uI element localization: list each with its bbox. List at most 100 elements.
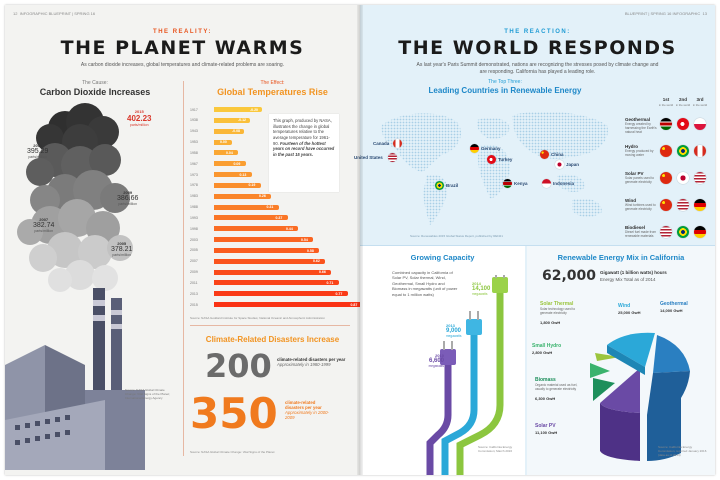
right-page: BLUEPRINT | SPRING 16 INFOGRAPHIC 13 THE… xyxy=(354,5,715,475)
category-desc: Energy created by harnessing the Earth's… xyxy=(625,122,657,134)
mix-segment-desc: Solar technology used to generate electr… xyxy=(540,307,576,315)
temp-year-label: 2015 xyxy=(190,302,198,307)
temps-source: Source: NASA Goddard Institute for Space… xyxy=(190,316,325,320)
column-divider xyxy=(183,81,184,456)
flag-turkey-icon xyxy=(487,155,496,164)
co2-title: Carbon Dioxide Increases xyxy=(39,87,151,97)
mix-segment-name: Solar Thermal xyxy=(540,301,574,307)
rank-subheader: in the world xyxy=(675,103,691,107)
flag-usa-icon xyxy=(388,153,397,162)
pie-slice-small-hydro xyxy=(590,363,610,378)
plug-cable-2014 xyxy=(456,275,508,475)
section-rule xyxy=(190,325,350,326)
disasters-period: Approximately in 1980-1999 xyxy=(277,362,331,367)
capacity-2014: 2014 14,100 megawatts xyxy=(472,281,490,296)
temp-bar xyxy=(214,302,363,308)
temp-bar-value: 0.00 xyxy=(220,140,227,145)
flag-de-icon xyxy=(694,199,706,211)
temp-bar-value: 0.54 xyxy=(301,237,308,242)
smoke-clouds xyxy=(17,103,133,292)
country-label: Brazil xyxy=(446,183,459,188)
country-label: Turkey xyxy=(498,157,513,162)
co2-callout-2007: 2007 382.74 parts/million xyxy=(33,217,54,233)
right-title: THE WORLD RESPONDS xyxy=(398,37,677,59)
country-label: Japan xyxy=(566,162,580,167)
temp-bar-value: 0.26 xyxy=(259,194,266,199)
temp-bar xyxy=(214,204,279,210)
capacity-year: 2010 xyxy=(435,353,444,358)
temp-bar xyxy=(214,215,288,221)
pie-slice-biomass xyxy=(593,378,615,401)
flag-us-icon xyxy=(677,199,689,211)
energy-mix-pie xyxy=(590,332,690,461)
co2-year: 2009 xyxy=(123,190,133,195)
flag-jp-icon xyxy=(677,172,689,184)
category-name: Geothermal xyxy=(625,117,651,122)
plug-cable-2013 xyxy=(441,311,482,475)
disasters-label-text: climate-related disasters per year xyxy=(277,357,346,362)
temp-year-label: 1917 xyxy=(190,107,198,112)
section-rule xyxy=(360,245,715,246)
flag-brazil-icon xyxy=(435,181,444,190)
left-kicker: THE REALITY: xyxy=(153,29,212,35)
capacity-unit: megawatts xyxy=(472,292,488,296)
leaders-kicker: The Top Three: xyxy=(488,79,522,85)
mix-title: Renewable Energy Mix in California xyxy=(557,253,685,262)
country-label: United States xyxy=(354,155,383,160)
temps-note-italic: Fourteen of the hottest years on record … xyxy=(273,140,335,158)
temp-bar-value: 0.71 xyxy=(326,281,334,286)
flag-cn-icon xyxy=(660,145,672,157)
leaders-source: Source: Renewables 2015 Global Status Re… xyxy=(410,234,503,238)
co2-source: Source: NASA Global Climate Change: Vita… xyxy=(125,388,170,400)
co2-callout-2013: 2013 395.29 parts/million xyxy=(27,143,48,159)
temps-note-text: This graph, produced by NASA, illustrate… xyxy=(273,118,332,146)
capacity-unit: megawatts xyxy=(428,364,444,368)
temp-year-label: 1953 xyxy=(190,140,198,145)
disasters-source: Source: NASA Global Climate Change: Vita… xyxy=(190,450,275,454)
flag-china-icon xyxy=(540,150,549,159)
capacity-title: Growing Capacity xyxy=(410,253,475,262)
capacity-unit: megawatts xyxy=(446,334,462,338)
mix-segment-value: 1,800 GwH xyxy=(540,320,561,325)
temp-bar xyxy=(214,117,250,123)
disasters-label-1: climate-related disasters per year Appro… xyxy=(277,357,347,367)
temps-title: Global Temperatures Rise xyxy=(217,87,328,97)
temp-year-label: 1988 xyxy=(190,205,198,210)
category-name: Biodiesel xyxy=(625,225,646,230)
country-label: Germany xyxy=(481,146,501,151)
disasters-title: Climate-Related Disasters Increase xyxy=(205,335,340,344)
temp-bar-value: 0.62 xyxy=(313,259,320,264)
flag-us-icon xyxy=(660,226,672,238)
co2-callout-2009: 2009 386.66 parts/million xyxy=(117,190,138,206)
capacity-year: 2013 xyxy=(446,323,455,328)
temp-year-label: 2005 xyxy=(190,248,198,253)
temp-year-label: 1938 xyxy=(190,118,198,123)
right-running-head-text: BLUEPRINT | SPRING 16 INFOGRAPHIC xyxy=(624,11,701,16)
right-kicker: THE REACTION: xyxy=(504,29,571,35)
co2-value: 382.74 xyxy=(33,222,55,229)
pie-slice-solar-thermal xyxy=(595,353,620,361)
flag-tr-icon xyxy=(677,118,689,130)
flag-de-icon xyxy=(694,226,706,238)
flag-cn-icon xyxy=(660,199,672,211)
co2-callout-2015: 2015 402.23 parts/million xyxy=(127,109,151,127)
co2-callout-2005: 2005 378.21 parts/million xyxy=(111,241,132,257)
flag-br-icon xyxy=(677,226,689,238)
temp-bar xyxy=(214,291,348,297)
flag-ca-icon xyxy=(694,145,706,157)
flag-cn-icon xyxy=(660,172,672,184)
co2-unit: parts/million xyxy=(129,123,149,127)
rankings-table: 1st in the world 2nd in the world 3rd in the … xyxy=(625,97,707,247)
flag-canada-icon xyxy=(393,139,402,148)
right-folio: 13 xyxy=(702,11,707,16)
mix-total-label: Gigawatt (1 billion watts) hours xyxy=(600,270,667,275)
disasters-label-text: climate-related disasters per year xyxy=(285,400,322,410)
temp-year-label: 2011 xyxy=(190,280,198,285)
temp-bar xyxy=(214,150,238,156)
temperature-bar-chart: 1917 -0.20 1938 -0.12 1943 -0.08 1953 0.00 1958 0… xyxy=(190,106,363,312)
capacity-value: 9,000 xyxy=(446,328,462,334)
rank-subheader: in the world xyxy=(658,103,674,107)
flag-japan-icon xyxy=(555,160,564,169)
capacity-value: 14,100 xyxy=(472,286,491,292)
mix-segment-value: 25,000 GwH xyxy=(618,310,641,315)
